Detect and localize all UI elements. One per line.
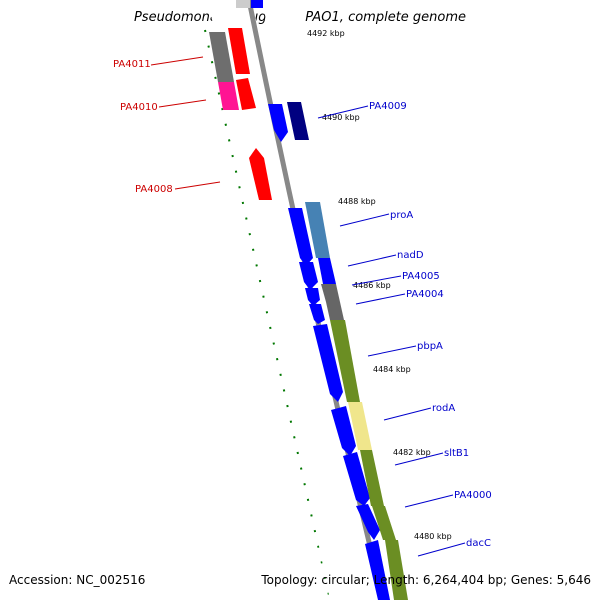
tick-label-4486: 4486 kbp — [353, 281, 391, 290]
gene-label-pa4009[interactable]: PA4009 — [369, 101, 407, 112]
genome-summary-text: Topology: circular; Length: 6,264,404 bp… — [261, 573, 591, 587]
track-band-inner — [262, 0, 420, 600]
gene-roda-arrows[interactable] — [331, 402, 372, 456]
track-band-outer — [208, 0, 374, 600]
gene-pbpa-arrows[interactable] — [313, 320, 360, 402]
gene-label-pa4004[interactable]: PA4004 — [406, 289, 444, 300]
leader-line-sltb1 — [394, 452, 444, 466]
gene-label-dacc[interactable]: dacC — [466, 538, 491, 549]
gene-label-pa4011[interactable]: PA4011 — [113, 59, 151, 70]
gene-label-roda[interactable]: rodA — [432, 403, 455, 414]
leader-line-pa4011 — [150, 56, 204, 66]
gene-label-nadd[interactable]: nadD — [397, 250, 424, 261]
gene-label-pa4010[interactable]: PA4010 — [120, 102, 158, 113]
leader-line-dacc — [417, 542, 466, 557]
tick-label-4490: 4490 kbp — [322, 113, 360, 122]
tick-label-4480: 4480 kbp — [414, 532, 452, 541]
tick-label-4482: 4482 kbp — [393, 448, 431, 457]
gene-stub-top-gray — [236, 0, 250, 8]
gene-sltb1-arrows[interactable] — [343, 450, 384, 506]
tick-label-4492: 4492 kbp — [307, 29, 345, 38]
gene-label-pbpa[interactable]: pbpA — [417, 341, 443, 352]
leader-line-pa4000 — [404, 494, 454, 508]
gene-pa4011-arrows[interactable] — [209, 28, 256, 110]
gene-pa4008-arrow[interactable] — [249, 148, 272, 200]
gene-label-pa4008[interactable]: PA4008 — [135, 184, 173, 195]
leader-line-pbpa — [367, 345, 417, 357]
tick-label-4484: 4484 kbp — [373, 365, 411, 374]
gene-proa-arrows[interactable] — [288, 202, 330, 266]
gene-label-pa4005[interactable]: PA4005 — [402, 271, 440, 282]
gene-nadd-arrows[interactable] — [299, 258, 336, 290]
leader-line-nadd — [347, 254, 397, 267]
leader-line-pa4005 — [351, 275, 402, 286]
gene-label-proa[interactable]: proA — [390, 210, 413, 221]
leader-line-pa4004 — [355, 293, 406, 305]
gene-pa4010-arrow[interactable] — [218, 82, 239, 110]
gene-pa4004-arrows[interactable] — [309, 302, 344, 324]
gene-pa4009-arrows[interactable] — [268, 102, 309, 142]
leader-line-pa4008 — [174, 181, 221, 190]
tick-guide-left — [204, 29, 331, 600]
gene-pa4000-arrows[interactable] — [356, 504, 396, 540]
tick-label-4488: 4488 kbp — [338, 197, 376, 206]
leader-line-pa4010 — [158, 99, 207, 108]
gene-stub-top-blue — [251, 0, 263, 8]
gene-label-pa4000[interactable]: PA4000 — [454, 490, 492, 501]
accession-text: Accession: NC_002516 — [9, 573, 146, 587]
leader-line-pa4009 — [317, 105, 369, 119]
gene-pa4005-arrows[interactable] — [305, 284, 340, 306]
gene-label-sltb1[interactable]: sltB1 — [444, 448, 469, 459]
leader-line-roda — [383, 407, 432, 421]
gene-dacc-arrows[interactable] — [365, 540, 408, 600]
leader-line-proa — [339, 213, 390, 227]
